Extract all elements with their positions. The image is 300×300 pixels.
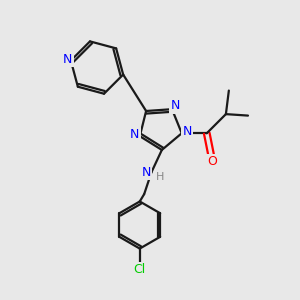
Text: Cl: Cl xyxy=(134,263,146,276)
Text: H: H xyxy=(156,172,164,182)
Text: N: N xyxy=(130,128,139,141)
Text: N: N xyxy=(171,99,180,112)
Text: N: N xyxy=(182,125,192,138)
Text: O: O xyxy=(208,155,218,168)
Text: N: N xyxy=(142,166,151,178)
Text: N: N xyxy=(63,52,73,66)
